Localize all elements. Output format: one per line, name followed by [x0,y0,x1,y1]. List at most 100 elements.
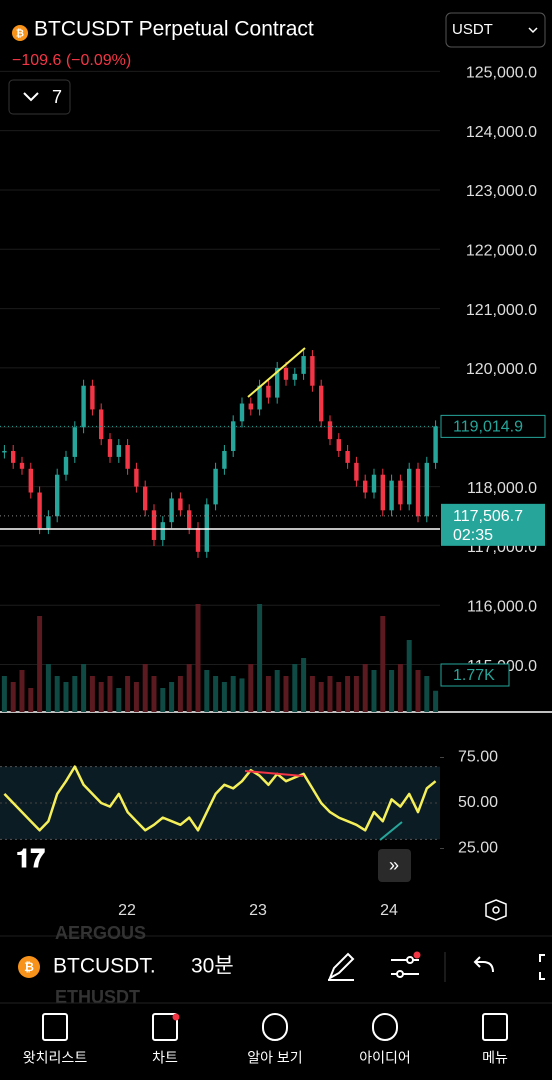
nav-label: 알아 보기 [247,1050,302,1066]
volume-bar [292,664,298,712]
candle [266,385,271,398]
volume-bar [195,604,201,712]
currency-label: USDT [452,21,493,38]
candle [231,421,236,451]
volume-bar [397,664,403,712]
y-tick-label: 118,000.0 [467,480,537,497]
last-price-label: 119,014.9 [453,419,523,436]
settings-icon[interactable] [485,899,507,921]
trend-line [247,347,306,398]
volume-bar [345,676,351,712]
candle [310,356,315,386]
candle [116,445,121,457]
tv-logo: 𝟏𝟕 [16,843,45,873]
volume-bar [151,676,157,712]
coin-icon [12,25,28,41]
rsi-trend-line [244,770,304,777]
ghost-symbol: AERGOUS [55,923,146,943]
volume-bar [371,670,377,712]
volume-bar [415,670,421,712]
volume-bar [389,670,395,712]
volume-bar [265,676,271,712]
x-tick-label: 22 [118,902,136,919]
candle [275,367,280,398]
candle [187,510,192,529]
candle [107,439,113,457]
candle [398,480,403,505]
rsi-tick-label: 75.00 [458,749,498,766]
candle [55,474,60,517]
candle [63,456,69,475]
volume-bar [89,676,95,712]
indicator-count: 7 [52,87,62,107]
nav-label: 왓치리스트 [23,1050,88,1066]
scroll-icon: » [389,855,399,875]
nav-icon[interactable] [482,1013,508,1041]
bottom-symbol[interactable]: BTCUSDT. [53,955,156,978]
volume-bar [107,676,113,712]
candle [319,385,324,422]
candle [72,427,77,457]
volume-bar [45,664,51,712]
candle [99,409,104,440]
candle [407,468,412,505]
y-tick-label: 120,000.0 [466,361,537,378]
volume-bar [63,682,69,712]
candle [81,385,86,428]
ghost-symbol: ETHUSDT [55,987,140,1007]
indicators-icon[interactable] [391,956,419,978]
nav-label: 메뉴 [482,1050,508,1066]
volume-bar [177,676,183,712]
volume-bar [239,678,245,712]
symbol-title: BTCUSDT Perpetual Contract [34,18,314,41]
volume-bar [213,676,219,712]
candle [134,468,139,487]
candle [415,468,421,517]
currency-select[interactable] [445,12,546,48]
interval[interactable]: 30분 [191,955,234,978]
undo-icon[interactable] [473,956,494,973]
volume-bar [353,676,359,712]
candle [222,450,227,469]
candle [19,462,25,469]
volume-bar [81,664,87,712]
volume-bar [336,682,342,712]
candle [433,426,438,463]
volume-bar [274,670,280,712]
fullscreen-icon[interactable] [539,954,545,980]
volume-bar [160,688,166,712]
indicator-toggle[interactable] [8,79,71,115]
volume-bar [1,676,7,712]
scroll-to-latest[interactable] [378,849,411,882]
volume-bar [98,682,104,712]
nav-icon[interactable] [372,1013,398,1041]
icon-knob [396,970,404,978]
draw-icon[interactable] [328,952,355,981]
nav-label: 아이디어 [359,1050,411,1066]
volume-bar [204,670,210,712]
volume-bar [230,676,236,712]
nav-icon[interactable] [262,1013,288,1041]
coin-icon [18,956,40,978]
volume-bar [327,676,333,712]
volume-bar [186,664,192,712]
candle [257,385,262,410]
candle [11,450,16,463]
candle [2,450,7,453]
volume-bar [169,682,175,712]
y-tick-label: 124,000.0 [466,124,537,141]
candle [37,492,42,529]
volume-bar [318,682,324,712]
candle [28,468,33,493]
nav-icon[interactable] [152,1013,178,1041]
candle [301,356,306,374]
nav-icon[interactable] [42,1013,68,1041]
candle [213,468,218,505]
volume-bar [283,676,289,712]
candle [389,480,394,511]
candle [90,385,95,410]
nav-bar: 왓치리스트 차트 알아 보기 아이디어 메뉴 [23,1013,508,1066]
candle [195,528,201,552]
